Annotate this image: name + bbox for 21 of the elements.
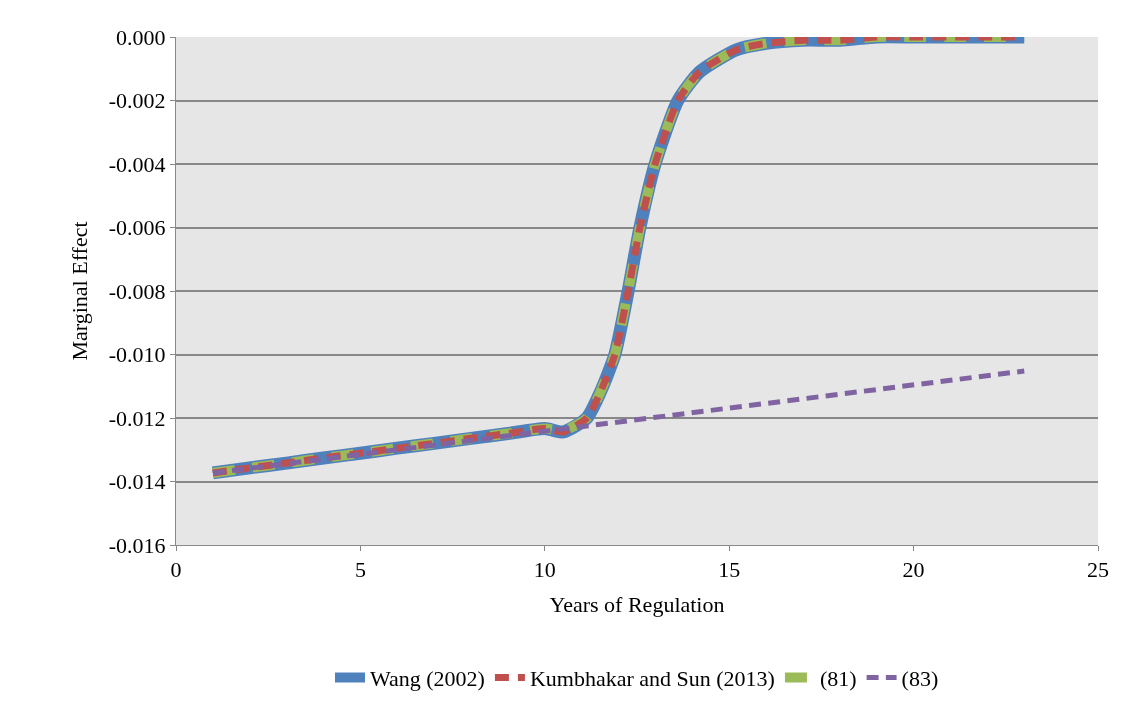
legend-label: (83) [901, 666, 939, 692]
x-tick-label: 20 [902, 557, 925, 583]
x-tick-label: 25 [1087, 557, 1109, 583]
y-tick-label: -0.012 [108, 405, 166, 431]
x-tick-label: 0 [170, 557, 182, 583]
y-tick-label: -0.008 [108, 278, 166, 304]
y-axis-title: Marginal Effect [66, 221, 92, 361]
y-tick-label: -0.010 [108, 342, 166, 368]
x-axis-title: Years of Regulation [549, 592, 725, 618]
y-tick-label: -0.016 [108, 532, 166, 558]
x-tick-label: 5 [354, 557, 366, 583]
x-tick-label: 15 [718, 557, 741, 583]
legend-label: (81) [819, 666, 857, 692]
y-tick-label: 0.000 [116, 24, 166, 50]
legend-label: Wang (2002) [370, 666, 485, 692]
y-tick-label: -0.002 [108, 88, 166, 114]
legend-label: Kumbhakar and Sun (2013) [529, 666, 775, 692]
x-tick-label: 10 [533, 557, 556, 583]
y-tick-label: -0.004 [108, 151, 166, 177]
y-tick-label: -0.006 [108, 215, 166, 241]
y-tick-label: -0.014 [108, 469, 166, 495]
